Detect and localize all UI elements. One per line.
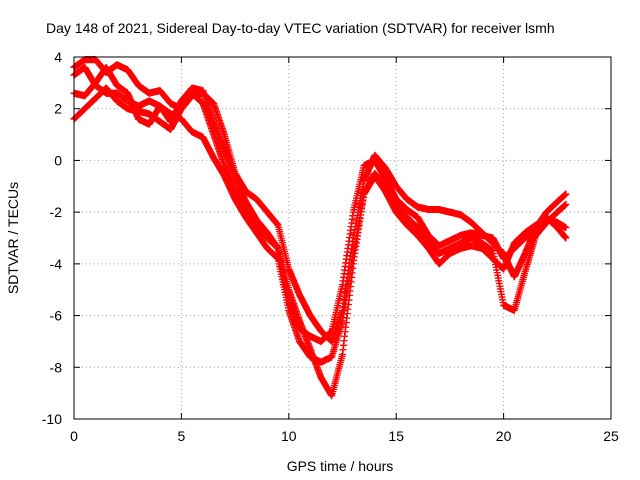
data-point [562, 190, 570, 198]
y-tick-label: -4 [50, 256, 63, 272]
x-tick-labels: 0 5 10 15 20 25 [70, 428, 619, 444]
x-tick-label: 5 [178, 428, 186, 444]
y-tick-label: -6 [50, 308, 63, 324]
data-points [70, 56, 570, 400]
series-track-4 [70, 84, 570, 345]
x-tick-label: 15 [388, 428, 404, 444]
y-tick-label: 2 [54, 101, 62, 117]
x-tick-label: 10 [281, 428, 297, 444]
y-tick-label: 0 [54, 152, 62, 168]
y-axis-title: SDTVAR / TECUs [5, 182, 21, 294]
x-tick-label: 25 [603, 428, 619, 444]
y-tick-label: -10 [42, 411, 62, 427]
y-tick-label: -2 [50, 204, 63, 220]
data-point [562, 224, 570, 232]
chart-title: Day 148 of 2021, Sidereal Day-to-day VTE… [46, 20, 555, 36]
y-tick-labels: -10 -8 -6 -4 -2 0 2 4 [42, 49, 62, 427]
x-axis-title: GPS time / hours [287, 458, 394, 474]
data-point [562, 200, 570, 208]
x-tick-label: 0 [70, 428, 78, 444]
y-tick-label: 4 [54, 49, 62, 65]
x-tick-label: 20 [496, 428, 512, 444]
y-tick-label: -8 [50, 359, 63, 375]
data-point [562, 234, 570, 242]
plot-frame [73, 56, 612, 420]
